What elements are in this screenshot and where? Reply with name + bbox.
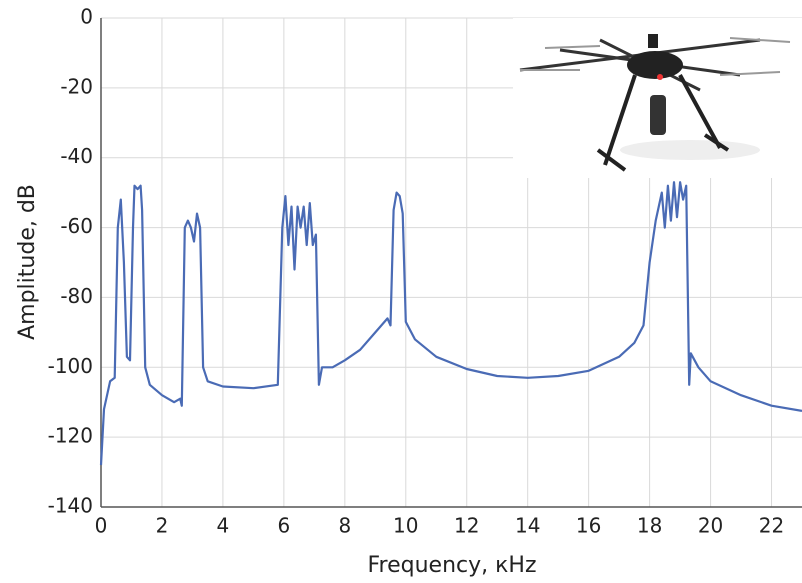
y-tick-label: -80 xyxy=(60,284,93,308)
y-tick-label: -20 xyxy=(60,74,93,98)
drone-photo xyxy=(513,18,802,178)
y-tick-label: 0 xyxy=(80,5,93,29)
y-tick-label: -140 xyxy=(48,494,93,518)
x-tick-label: 6 xyxy=(278,514,291,538)
x-tick-label: 14 xyxy=(515,514,540,538)
x-tick-label: 20 xyxy=(698,514,723,538)
y-tick-label: -100 xyxy=(48,354,93,378)
data-line xyxy=(101,182,802,465)
x-tick-label: 2 xyxy=(156,514,169,538)
x-tick-label: 22 xyxy=(759,514,784,538)
chart: Frequency, кHz Amplitude, dB 0 2 4 6 8 10 12 14… xyxy=(0,0,802,583)
y-tick-label: -40 xyxy=(60,144,93,168)
x-tick-label: 8 xyxy=(338,514,351,538)
x-tick-label: 16 xyxy=(576,514,601,538)
x-axis-label: Frequency, кHz xyxy=(367,553,536,578)
x-tick-label: 18 xyxy=(637,514,662,538)
y-tick-label: -120 xyxy=(48,424,93,448)
x-tick-label: 10 xyxy=(393,514,418,538)
y-tick-label: -60 xyxy=(60,214,93,238)
x-tick-label: 0 xyxy=(95,514,108,538)
x-tick-label: 12 xyxy=(454,514,479,538)
y-axis-label: Amplitude, dB xyxy=(15,184,40,340)
x-tick-label: 4 xyxy=(217,514,230,538)
